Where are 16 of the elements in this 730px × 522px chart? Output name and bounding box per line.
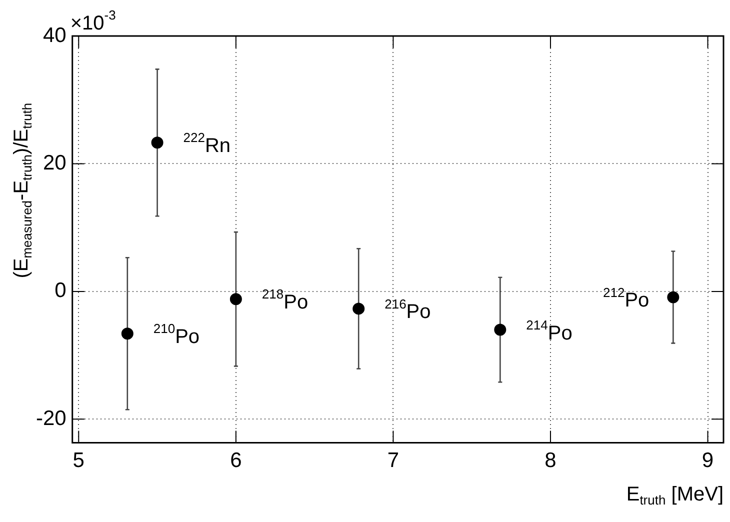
point (121, 328, 134, 340)
point (667, 291, 680, 304)
x-tick-label: 9 (702, 449, 714, 472)
x-tick-label: 8 (544, 449, 556, 472)
x-tick-label: 7 (387, 449, 400, 472)
x-tick-label: 5 (72, 449, 84, 472)
point (494, 324, 506, 336)
y-tick-label: -20 (36, 406, 66, 430)
point (151, 136, 164, 149)
point (230, 293, 242, 306)
y-axis-title: (Emeasured-Etruth)/Etruth (10, 102, 35, 278)
y-tick-label: 0 (54, 279, 66, 302)
point (352, 302, 365, 315)
x-tick-label: 6 (230, 449, 242, 472)
y-tick-label: 40 (42, 24, 66, 47)
y-tick-label: 20 (42, 152, 66, 175)
